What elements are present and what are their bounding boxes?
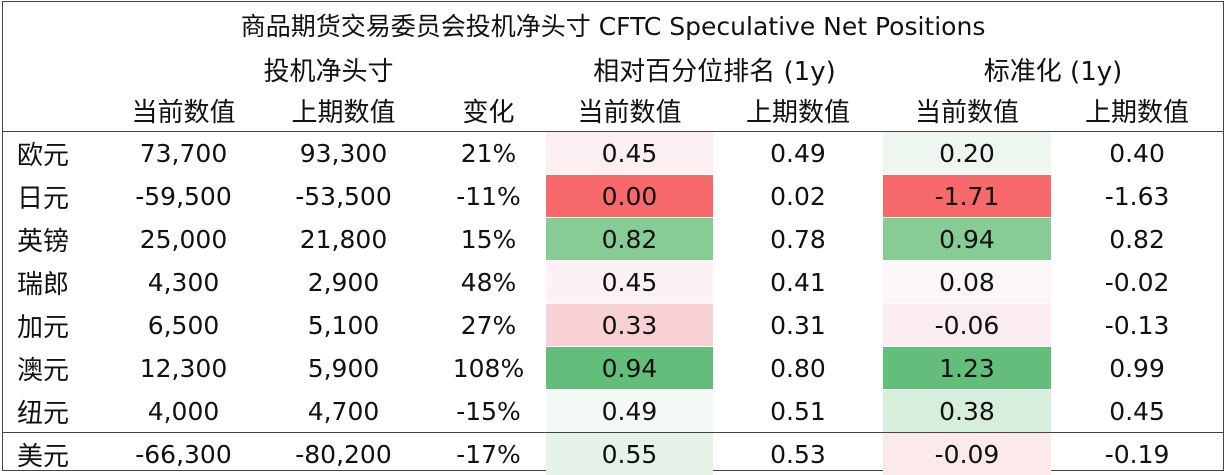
- column-header: 当前数值: [111, 90, 256, 132]
- row-label: 加元: [3, 304, 111, 347]
- cell: 0.45: [546, 261, 713, 304]
- column-header: 上期数值: [256, 90, 431, 132]
- cell: -80,200: [256, 433, 431, 475]
- cell: 48%: [431, 261, 546, 304]
- column-header: 当前数值: [546, 90, 713, 132]
- cell: 2,900: [256, 261, 431, 304]
- cell: 0.41: [713, 261, 883, 304]
- group-header: 标准化 (1y): [883, 48, 1223, 90]
- cell: -0.19: [1051, 433, 1223, 475]
- cell: 15%: [431, 218, 546, 261]
- cell: -0.09: [883, 433, 1051, 475]
- cell: 5,100: [256, 304, 431, 347]
- cell: 0.20: [883, 132, 1051, 175]
- row-label: 日元: [3, 175, 111, 218]
- cell: 4,300: [111, 261, 256, 304]
- row-label: 英镑: [3, 218, 111, 261]
- cell: -53,500: [256, 175, 431, 218]
- cell: 27%: [431, 304, 546, 347]
- cell: 0.82: [546, 218, 713, 261]
- column-header: 变化: [431, 90, 546, 132]
- cell: 0.78: [713, 218, 883, 261]
- cell: 12,300: [111, 347, 256, 390]
- cell: 0.51: [713, 390, 883, 433]
- cell: 0.40: [1051, 132, 1223, 175]
- cell: 0.49: [713, 132, 883, 175]
- row-label: 瑞郎: [3, 261, 111, 304]
- row-label: 美元: [3, 433, 111, 475]
- cell: 0.94: [546, 347, 713, 390]
- cell: 0.80: [713, 347, 883, 390]
- cell: 0.08: [883, 261, 1051, 304]
- group-header: 投机净头寸: [111, 48, 546, 90]
- cell: 93,300: [256, 132, 431, 175]
- cell: 0.33: [546, 304, 713, 347]
- cell: 4,000: [111, 390, 256, 433]
- group-row: 投机净头寸相对百分位排名 (1y)标准化 (1y): [3, 48, 1223, 90]
- cell: 4,700: [256, 390, 431, 433]
- cell: -11%: [431, 175, 546, 218]
- title-row: 商品期货交易委员会投机净头寸 CFTC Speculative Net Posi…: [3, 2, 1223, 48]
- cell: 0.45: [1051, 390, 1223, 433]
- group-header: 相对百分位排名 (1y): [546, 48, 883, 90]
- cell: 73,700: [111, 132, 256, 175]
- cell: -15%: [431, 390, 546, 433]
- cell: 0.53: [713, 433, 883, 475]
- column-header: 当前数值: [883, 90, 1051, 132]
- cell: 0.99: [1051, 347, 1223, 390]
- row-label: 欧元: [3, 132, 111, 175]
- cell: 0.82: [1051, 218, 1223, 261]
- cell: 0.55: [546, 433, 713, 475]
- cell: 0.00: [546, 175, 713, 218]
- cell: -66,300: [111, 433, 256, 475]
- row-label: 澳元: [3, 347, 111, 390]
- cell: -1.71: [883, 175, 1051, 218]
- cell: -0.02: [1051, 261, 1223, 304]
- table-title: 商品期货交易委员会投机净头寸 CFTC Speculative Net Posi…: [3, 2, 1223, 48]
- corner-cell: [3, 90, 111, 132]
- column-header: 上期数值: [713, 90, 883, 132]
- row-label: 纽元: [3, 390, 111, 433]
- cell: 0.94: [883, 218, 1051, 261]
- cell: -0.13: [1051, 304, 1223, 347]
- positions-table: 商品期货交易委员会投机净头寸 CFTC Speculative Net Posi…: [3, 2, 1223, 475]
- cell: 5,900: [256, 347, 431, 390]
- cell: 0.49: [546, 390, 713, 433]
- cell: 108%: [431, 347, 546, 390]
- corner-cell: [3, 48, 111, 90]
- cell: 21,800: [256, 218, 431, 261]
- cell: 0.38: [883, 390, 1051, 433]
- column-header: 上期数值: [1051, 90, 1223, 132]
- cell: -59,500: [111, 175, 256, 218]
- cell: -17%: [431, 433, 546, 475]
- cell: -0.06: [883, 304, 1051, 347]
- cell: 6,500: [111, 304, 256, 347]
- cell: 0.02: [713, 175, 883, 218]
- cell: 0.31: [713, 304, 883, 347]
- cell: 0.45: [546, 132, 713, 175]
- cell: 21%: [431, 132, 546, 175]
- cell: -1.63: [1051, 175, 1223, 218]
- header-row: 当前数值上期数值变化当前数值上期数值当前数值上期数值: [3, 90, 1223, 132]
- cell: 1.23: [883, 347, 1051, 390]
- cell: 25,000: [111, 218, 256, 261]
